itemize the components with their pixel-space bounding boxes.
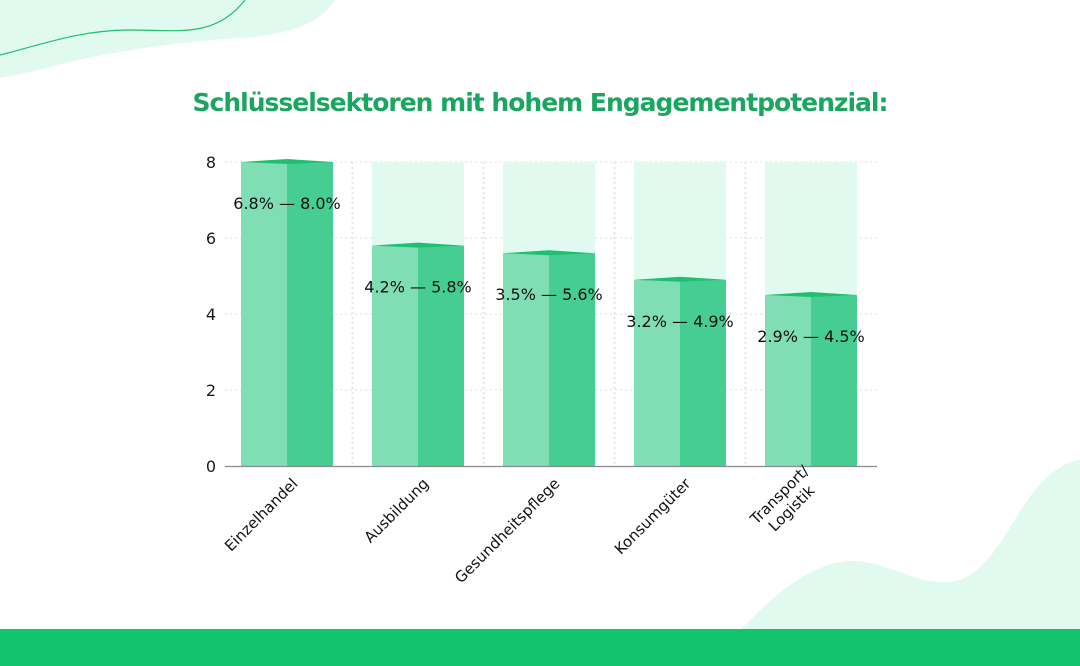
y-tick-label: 0 bbox=[206, 457, 216, 476]
y-tick-label: 4 bbox=[206, 305, 216, 324]
category-label: Transport/Logistik bbox=[746, 461, 819, 535]
top-left-curve bbox=[0, 0, 246, 56]
bottom-right-blob bbox=[740, 460, 1080, 630]
bar-right-face bbox=[418, 245, 464, 466]
category-label: Ausbildung bbox=[361, 475, 433, 547]
bar-right-face bbox=[287, 162, 333, 466]
bar-top bbox=[241, 159, 333, 164]
bar-left-face bbox=[765, 295, 811, 466]
bar-right-face bbox=[549, 253, 595, 466]
y-tick-label: 2 bbox=[206, 381, 216, 400]
bars bbox=[241, 159, 857, 466]
bar-left-face bbox=[634, 279, 680, 466]
bar-right-face bbox=[811, 295, 857, 466]
bar-top bbox=[634, 276, 726, 282]
bar-right-face bbox=[680, 279, 726, 466]
bar-left-face bbox=[241, 162, 287, 466]
category-label-line: Gesundheitspflege bbox=[451, 475, 563, 587]
category-label-line: Konsumgüter bbox=[611, 474, 695, 558]
data-label: 2.9% — 4.5% bbox=[757, 327, 864, 346]
bar-left-face bbox=[503, 253, 549, 466]
top-left-blob bbox=[0, 0, 335, 78]
data-labels: 6.8% — 8.0% 4.2% — 5.8% 3.5% — 5.6% 3.2% — … bbox=[233, 194, 864, 346]
data-label: 4.2% — 5.8% bbox=[364, 278, 471, 297]
category-labels: Einzelhandel Ausbildung Gesundheitspflege K… bbox=[221, 461, 819, 587]
y-tick-label: 6 bbox=[206, 229, 216, 248]
category-label: Gesundheitspflege bbox=[451, 475, 563, 587]
footer-bar bbox=[0, 629, 1080, 666]
data-label: 3.2% — 4.9% bbox=[626, 312, 733, 331]
y-tick-label: 8 bbox=[206, 153, 216, 172]
category-label-line: Ausbildung bbox=[361, 475, 433, 547]
bar-top bbox=[372, 242, 464, 248]
bar-left-face bbox=[372, 245, 418, 466]
category-label-line: Einzelhandel bbox=[221, 475, 301, 555]
bar-top bbox=[765, 292, 857, 297]
chart-title: Schlüsselsektoren mit hohem Engagementpo… bbox=[192, 88, 889, 117]
data-label: 3.5% — 5.6% bbox=[495, 285, 602, 304]
category-label: Konsumgüter bbox=[611, 474, 695, 558]
data-label: 6.8% — 8.0% bbox=[233, 194, 340, 213]
y-tick-labels: 0 2 4 6 8 bbox=[206, 153, 216, 476]
category-label: Einzelhandel bbox=[221, 475, 301, 555]
bar-top bbox=[503, 250, 595, 256]
